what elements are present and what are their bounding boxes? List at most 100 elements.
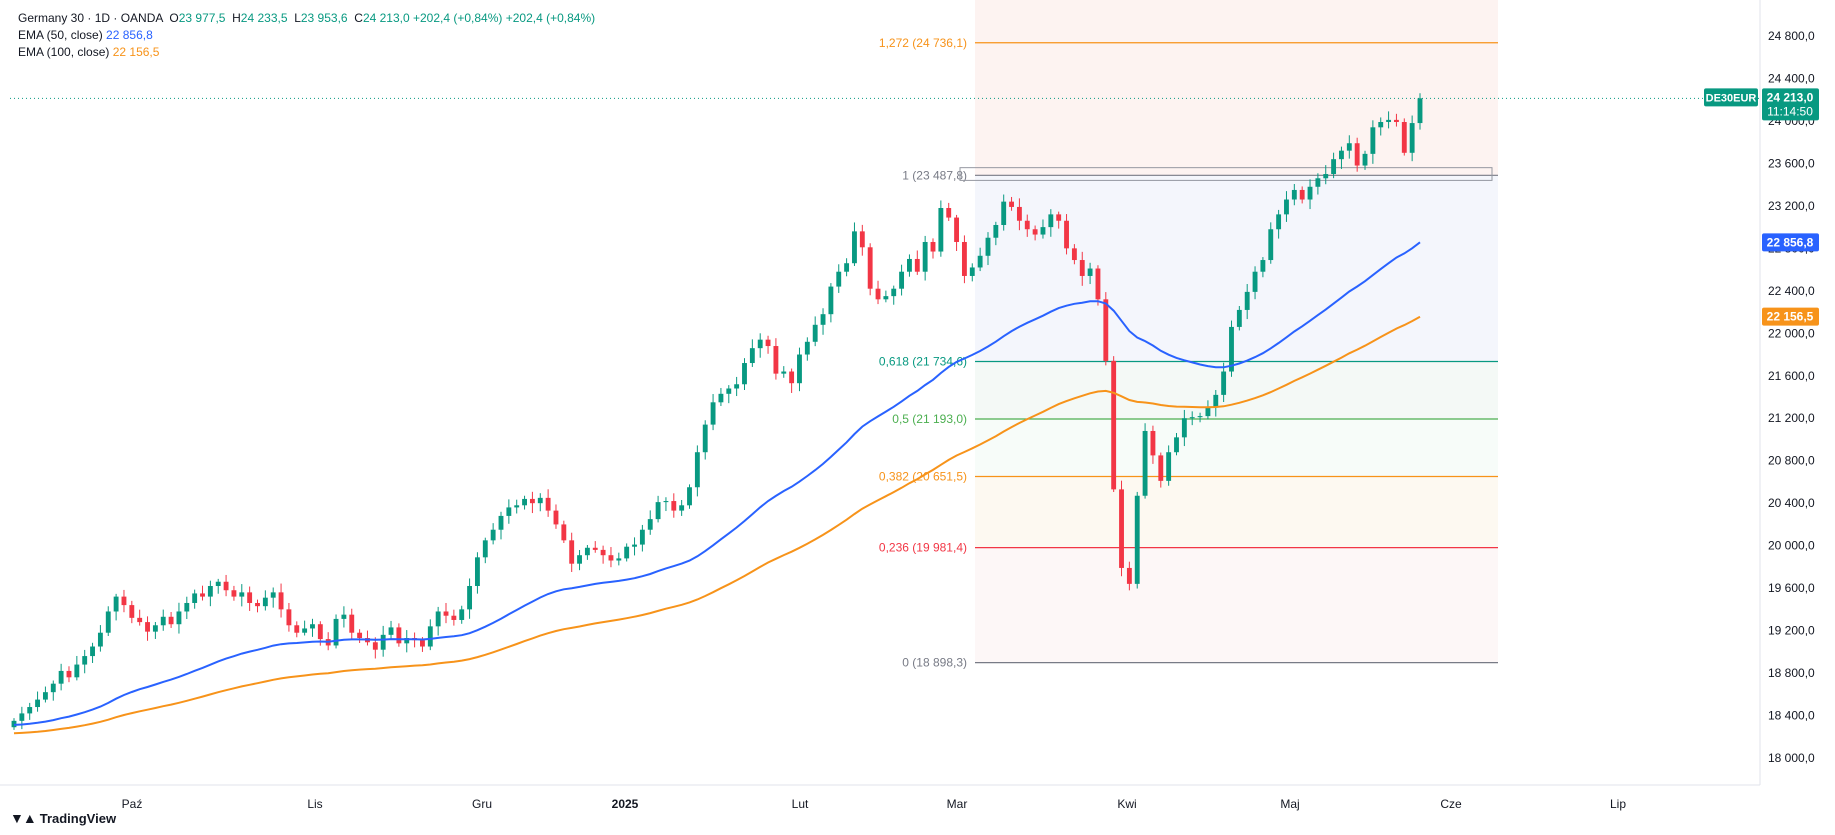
candle-body[interactable]	[247, 592, 253, 603]
candle-body[interactable]	[537, 497, 543, 504]
candle-body[interactable]	[1370, 127, 1376, 154]
symbol-tag[interactable]	[1704, 88, 1758, 107]
ema50-legend[interactable]: EMA (50, close) 22 856,8	[18, 27, 595, 44]
candle-body[interactable]	[561, 524, 567, 541]
candle-body[interactable]	[961, 241, 967, 276]
tradingview-brand[interactable]: ▼▲ TradingView	[10, 810, 116, 826]
candle-body[interactable]	[718, 393, 724, 403]
candle-body[interactable]	[1087, 268, 1093, 276]
candle-body[interactable]	[969, 267, 975, 276]
candle-body[interactable]	[1323, 174, 1329, 179]
candle-body[interactable]	[584, 547, 590, 556]
candle-body[interactable]	[82, 656, 88, 665]
candle-body[interactable]	[129, 605, 135, 618]
candle-body[interactable]	[262, 597, 268, 607]
candle-body[interactable]	[1346, 143, 1352, 151]
candle-body[interactable]	[852, 231, 857, 264]
candle-body[interactable]	[702, 424, 708, 453]
candle-body[interactable]	[435, 611, 441, 627]
candle-body[interactable]	[757, 339, 763, 349]
candle-body[interactable]	[66, 670, 72, 678]
candle-body[interactable]	[1386, 119, 1392, 123]
candle-body[interactable]	[380, 634, 386, 650]
candle-body[interactable]	[1362, 153, 1368, 166]
candle-body[interactable]	[1150, 430, 1156, 456]
candle-body[interactable]	[1284, 199, 1289, 215]
candle-body[interactable]	[671, 501, 677, 511]
candle-body[interactable]	[341, 614, 347, 619]
candle-body[interactable]	[1291, 189, 1297, 200]
candle-body[interactable]	[687, 487, 692, 506]
candle-body[interactable]	[1016, 206, 1022, 221]
candle-body[interactable]	[529, 498, 535, 504]
candle-body[interactable]	[74, 664, 80, 678]
candle-body[interactable]	[836, 271, 842, 287]
candle-body[interactable]	[1158, 455, 1164, 481]
ema100-legend[interactable]: EMA (100, close) 22 156,5	[18, 44, 595, 61]
candle-body[interactable]	[569, 540, 575, 564]
candle-body[interactable]	[152, 625, 158, 632]
candle-body[interactable]	[694, 452, 700, 488]
candle-body[interactable]	[176, 611, 182, 625]
ema50-price-tag[interactable]	[1762, 233, 1819, 252]
candle-body[interactable]	[592, 547, 598, 550]
candle-body[interactable]	[372, 642, 378, 650]
candle-body[interactable]	[427, 626, 433, 647]
candle-body[interactable]	[1009, 201, 1014, 207]
candle-body[interactable]	[1189, 417, 1195, 419]
candle-body[interactable]	[1354, 143, 1360, 166]
candle-body[interactable]	[498, 515, 504, 530]
candle-body[interactable]	[1071, 248, 1077, 261]
candle-body[interactable]	[812, 324, 818, 342]
candle-body[interactable]	[200, 593, 205, 597]
ema100-price-tag[interactable]	[1762, 307, 1819, 326]
candle-body[interactable]	[1394, 119, 1399, 123]
candle-body[interactable]	[19, 713, 25, 721]
candle-body[interactable]	[255, 602, 260, 607]
candle-body[interactable]	[797, 354, 802, 384]
candle-body[interactable]	[1236, 309, 1242, 327]
candle-body[interactable]	[1409, 123, 1415, 153]
candle-body[interactable]	[954, 217, 960, 242]
candle-body[interactable]	[985, 237, 991, 256]
candle-body[interactable]	[506, 507, 512, 516]
candle-body[interactable]	[490, 529, 496, 541]
candle-body[interactable]	[522, 498, 527, 506]
candle-body[interactable]	[278, 592, 284, 610]
candle-body[interactable]	[804, 341, 810, 355]
candle-body[interactable]	[977, 255, 983, 268]
ema50-line[interactable]	[13, 241, 1421, 726]
candle-body[interactable]	[1095, 268, 1101, 300]
candle-body[interactable]	[1339, 150, 1344, 160]
candle-body[interactable]	[765, 339, 771, 347]
candle-body[interactable]	[922, 241, 928, 272]
candle-body[interactable]	[1276, 214, 1282, 230]
candle-body[interactable]	[608, 555, 614, 561]
candle-body[interactable]	[1056, 214, 1062, 221]
candle-body[interactable]	[773, 346, 779, 374]
candle-body[interactable]	[1024, 220, 1030, 230]
candle-body[interactable]	[184, 602, 190, 612]
candle-body[interactable]	[302, 628, 308, 633]
candle-body[interactable]	[97, 632, 103, 647]
candle-body[interactable]	[1142, 430, 1148, 496]
candle-body[interactable]	[239, 592, 245, 597]
candle-body[interactable]	[859, 231, 865, 248]
candle-body[interactable]	[1197, 416, 1203, 418]
candle-body[interactable]	[828, 286, 834, 315]
candle-body[interactable]	[1032, 229, 1038, 235]
candle-body[interactable]	[679, 505, 685, 511]
candle-body[interactable]	[1260, 260, 1266, 272]
candle-body[interactable]	[357, 632, 363, 639]
candle-body[interactable]	[1040, 227, 1046, 235]
candle-body[interactable]	[168, 616, 174, 625]
candle-body[interactable]	[930, 241, 936, 252]
candle-body[interactable]	[294, 625, 300, 633]
candle-body[interactable]	[1166, 452, 1172, 481]
candle-body[interactable]	[90, 646, 95, 657]
candle-body[interactable]	[514, 505, 520, 508]
candle-body[interactable]	[121, 596, 127, 606]
candle-body[interactable]	[553, 510, 559, 525]
candle-body[interactable]	[734, 384, 740, 389]
